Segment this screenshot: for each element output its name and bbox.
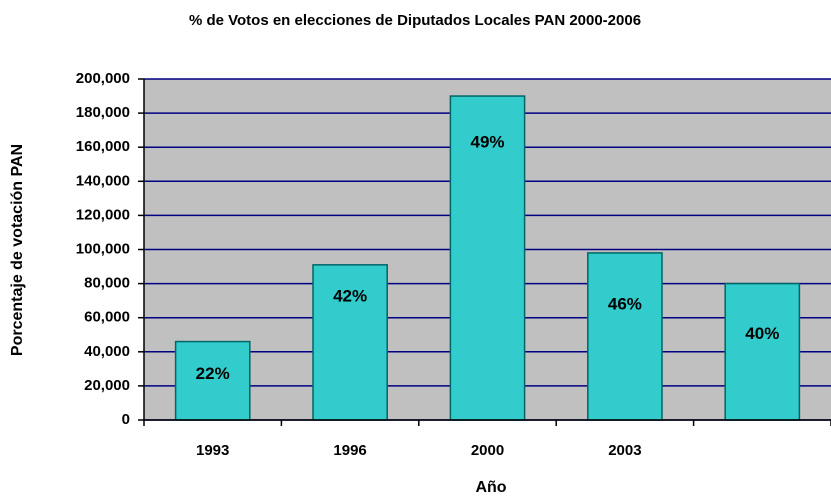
bar-annotation: 42% — [333, 286, 367, 305]
x-tick-label: 2003 — [608, 442, 641, 459]
bar — [724, 282, 801, 421]
y-tick-label: 80,000 — [84, 275, 130, 292]
x-tick-label: 1993 — [196, 442, 229, 459]
y-tick-label: 0 — [122, 411, 130, 428]
bar-annotation: 46% — [608, 294, 642, 313]
bar — [174, 340, 251, 421]
chart-title: % de Votos en elecciones de Diputados Lo… — [189, 12, 641, 29]
x-axis-label: Año — [475, 479, 506, 496]
bar-annotation: 49% — [470, 133, 504, 152]
y-tick-label: 140,000 — [76, 172, 130, 189]
y-tick-label: 20,000 — [84, 377, 130, 394]
y-axis-label: Porcentaje de votación PAN — [9, 144, 26, 356]
y-tick-label: 160,000 — [76, 138, 130, 155]
y-tick-label: 60,000 — [84, 309, 130, 326]
bar-annotation: 22% — [196, 364, 230, 383]
y-tick-label: 40,000 — [84, 343, 130, 360]
y-tick-label: 100,000 — [76, 240, 130, 257]
x-tick-label: 2000 — [471, 442, 504, 459]
y-tick-label: 120,000 — [76, 206, 130, 223]
bar — [587, 252, 663, 421]
x-tick-label: 1996 — [333, 442, 366, 459]
y-tick-label: 180,000 — [76, 104, 130, 121]
y-tick-label: 200,000 — [76, 70, 130, 87]
bar-annotation: 40% — [745, 324, 779, 343]
